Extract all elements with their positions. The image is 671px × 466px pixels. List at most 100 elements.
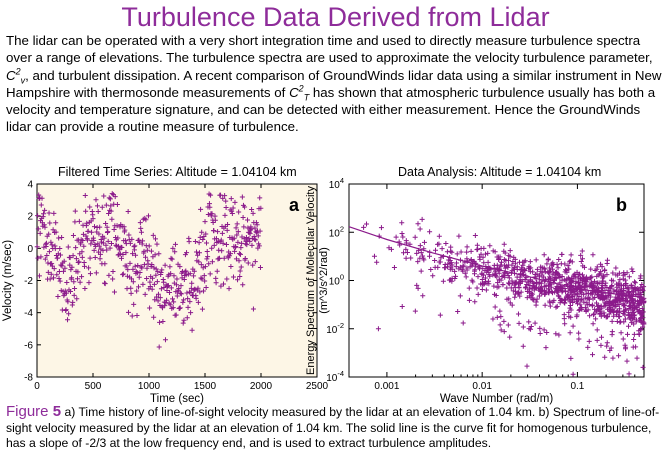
data-point	[106, 272, 112, 278]
data-point	[52, 246, 58, 252]
data-point	[501, 318, 507, 324]
data-point	[609, 300, 615, 306]
data-point	[604, 343, 610, 349]
data-point	[109, 216, 115, 222]
data-point	[72, 219, 78, 225]
data-point	[114, 223, 120, 229]
data-point	[38, 202, 44, 208]
data-point	[250, 210, 256, 216]
data-point	[152, 297, 158, 303]
data-point	[570, 299, 576, 305]
data-point	[537, 331, 543, 337]
data-point	[105, 238, 111, 244]
data-point	[241, 236, 247, 242]
data-point	[612, 303, 618, 309]
data-point	[472, 267, 478, 273]
data-point	[144, 276, 150, 282]
data-point	[50, 227, 56, 233]
data-point	[579, 248, 585, 254]
data-point	[618, 330, 624, 336]
data-point	[568, 252, 574, 258]
data-point	[57, 278, 63, 284]
data-point	[549, 261, 555, 267]
data-point	[98, 246, 104, 252]
data-point	[185, 296, 191, 302]
data-point	[626, 323, 632, 329]
data-point	[74, 296, 80, 302]
data-point	[412, 234, 418, 240]
data-point	[589, 302, 595, 308]
data-point	[456, 266, 462, 272]
data-point	[631, 313, 637, 319]
data-point	[106, 210, 112, 216]
data-point	[97, 256, 103, 262]
data-point	[155, 291, 161, 297]
data-point	[600, 285, 606, 291]
data-point	[554, 303, 560, 309]
data-point	[599, 293, 605, 299]
data-point	[34, 244, 40, 250]
data-point	[258, 205, 264, 211]
data-point	[472, 299, 478, 305]
data-point	[436, 241, 442, 247]
data-point	[541, 327, 547, 333]
data-point	[504, 296, 510, 302]
data-point	[65, 317, 71, 323]
data-point	[48, 271, 54, 277]
data-point	[576, 307, 582, 313]
data-point	[600, 278, 606, 284]
data-point	[553, 276, 559, 282]
data-point	[155, 298, 161, 304]
data-point	[240, 215, 246, 221]
data-point	[67, 255, 73, 261]
data-point	[72, 285, 78, 291]
data-point	[252, 225, 258, 231]
data-point	[564, 269, 570, 275]
data-point	[203, 231, 209, 237]
data-point	[578, 291, 584, 297]
data-point	[569, 276, 575, 282]
data-point	[134, 288, 140, 294]
data-point	[211, 242, 217, 248]
data-point	[235, 239, 241, 245]
data-point	[173, 312, 179, 318]
x-axis-label: Wave Number (rad/m)	[440, 393, 553, 405]
data-point	[127, 240, 133, 246]
data-point	[472, 232, 478, 238]
data-point	[159, 267, 165, 273]
data-point	[147, 305, 153, 311]
data-point	[255, 233, 261, 239]
data-point	[242, 204, 248, 210]
data-point	[498, 314, 504, 320]
data-point	[466, 285, 472, 291]
data-point	[167, 289, 173, 295]
data-point	[202, 278, 208, 284]
data-point	[575, 275, 581, 281]
data-point	[556, 272, 562, 278]
data-point	[608, 307, 614, 313]
data-point	[250, 262, 256, 268]
data-point	[228, 264, 234, 270]
data-point	[229, 208, 235, 214]
data-point	[206, 261, 212, 267]
data-point	[107, 196, 113, 202]
data-point	[611, 287, 617, 293]
data-point	[89, 229, 95, 235]
data-point	[497, 254, 503, 260]
data-point	[484, 280, 490, 286]
data-point	[194, 249, 200, 255]
data-point	[151, 265, 157, 271]
data-point	[589, 274, 595, 280]
x-tick-label: 1000	[138, 381, 161, 392]
data-point	[447, 266, 453, 272]
data-point	[128, 290, 134, 296]
data-point	[140, 281, 146, 287]
x-tick-label: 2500	[306, 381, 329, 392]
data-point	[47, 276, 53, 282]
data-point	[610, 270, 616, 276]
data-point	[249, 207, 255, 213]
data-point	[622, 342, 628, 348]
data-point	[172, 241, 178, 247]
data-point	[133, 252, 139, 258]
data-point	[85, 228, 91, 234]
